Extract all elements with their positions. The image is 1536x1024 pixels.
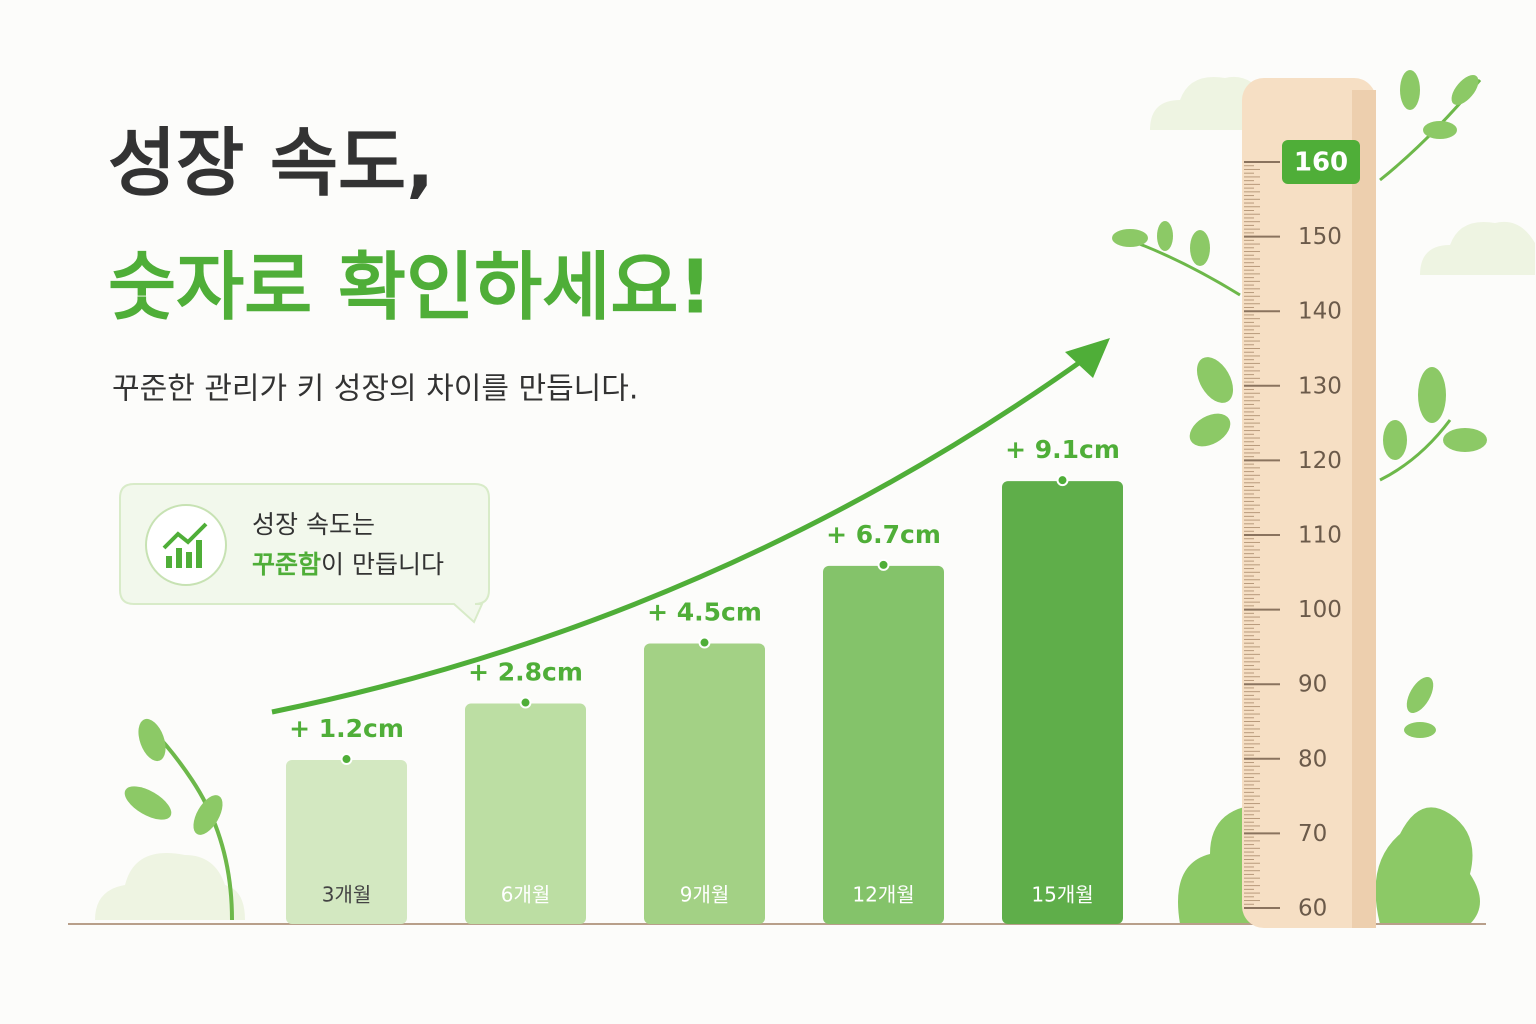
ruler-label: 160	[1294, 148, 1348, 178]
x-tick-label: 3개월	[322, 883, 372, 907]
bar-dot	[340, 753, 353, 766]
callout-text: 이 만듭니다	[321, 550, 444, 579]
ruler-label: 110	[1298, 523, 1342, 549]
ruler-label: 90	[1298, 672, 1327, 698]
x-tick-label: 9개월	[680, 883, 730, 907]
x-tick-label: 6개월	[501, 883, 551, 907]
headline: 숫자로 확인하세요!	[108, 245, 712, 331]
bar-chart: + 1.2cm 3개월 + 2.8cm 6개월 + 4.5cm 9개월 + 6.7cm 12개…	[286, 435, 1123, 924]
value-label: + 4.5cm	[647, 598, 762, 627]
ruler-scale: 60 70 80 90 100 110 120 130 140 150 160	[1244, 140, 1360, 922]
ruler-label: 80	[1298, 746, 1327, 772]
bar-dot	[1056, 474, 1069, 487]
ruler-label: 100	[1298, 597, 1342, 623]
x-tick-label: 15개월	[1031, 883, 1093, 907]
value-label: + 6.7cm	[826, 520, 941, 549]
ruler-label: 60	[1298, 896, 1327, 922]
value-label: + 1.2cm	[289, 714, 404, 743]
value-label: + 2.8cm	[468, 658, 583, 687]
ruler-label: 150	[1298, 224, 1342, 250]
callout-text: 꾸준함이 만듭니다	[252, 550, 444, 579]
callout-text: 성장 속도는	[252, 510, 375, 539]
ruler-label: 130	[1298, 373, 1342, 399]
ruler-highlight	[1282, 140, 1360, 184]
x-tick-label: 12개월	[852, 883, 914, 907]
ruler-label: 140	[1298, 299, 1342, 325]
bar-dot	[519, 696, 532, 709]
ruler	[1242, 78, 1376, 928]
headline: 성장 속도,	[108, 121, 434, 207]
bar	[1002, 481, 1123, 924]
bar-dot	[877, 558, 890, 571]
subtitle: 꾸준한 관리가 키 성장의 차이를 만듭니다.	[112, 372, 638, 407]
bar	[465, 703, 586, 924]
value-label: + 9.1cm	[1005, 435, 1120, 464]
ruler-label: 120	[1298, 448, 1342, 474]
bar	[286, 760, 407, 924]
bar-dot	[698, 636, 711, 649]
bar	[823, 565, 944, 924]
callout: 성장 속도는 꾸준함이 만듭니다	[119, 483, 490, 624]
ruler-label: 70	[1298, 821, 1327, 847]
callout-highlight: 꾸준함	[252, 550, 321, 579]
bar	[644, 643, 765, 924]
